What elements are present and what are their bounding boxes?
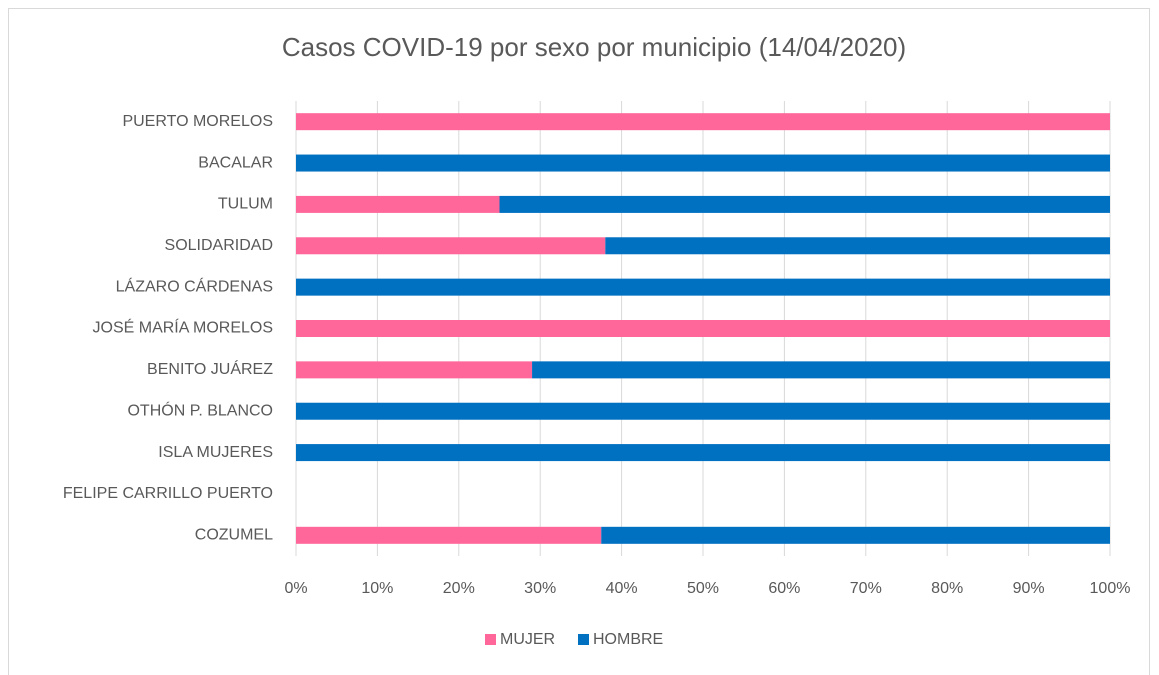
x-tick-label: 100% (1090, 580, 1131, 597)
bar-segment (296, 237, 606, 255)
x-tick-label: 80% (931, 580, 963, 597)
bar-segment (296, 526, 602, 544)
legend-label: HOMBRE (593, 631, 663, 648)
chart-title: Casos COVID-19 por sexo por municipio (1… (282, 32, 906, 62)
y-tick-label: LÁZARO CÁRDENAS (116, 276, 273, 295)
legend-swatch (485, 634, 496, 645)
y-tick-label: BENITO JUÁREZ (147, 359, 273, 378)
y-tick-label: FELIPE CARRILLO PUERTO (63, 485, 273, 502)
y-tick-label: SOLIDARIDAD (165, 237, 273, 254)
bar-segment (296, 195, 500, 213)
x-tick-label: 70% (850, 580, 882, 597)
x-tick-label: 60% (768, 580, 800, 597)
y-tick-label: TULUM (218, 196, 273, 213)
x-tick-label: 10% (361, 580, 393, 597)
chart-frame (8, 8, 1150, 675)
bar-segment (605, 237, 1110, 255)
bar-segment (601, 526, 1110, 544)
legend-label: MUJER (500, 631, 555, 648)
bar-segment (296, 278, 1110, 296)
x-tick-label: 30% (524, 580, 556, 597)
legend-swatch (578, 634, 589, 645)
bar-segment (296, 361, 533, 379)
x-tick-label: 90% (1013, 580, 1045, 597)
x-tick-label: 40% (606, 580, 638, 597)
x-tick-label: 50% (687, 580, 719, 597)
bar-segment (296, 320, 1110, 337)
y-tick-label: OTHÓN P. BLANCO (127, 400, 273, 419)
bar-segment (296, 113, 1110, 131)
bar-segment (532, 361, 1110, 379)
y-tick-label: COZUMEL (195, 527, 273, 544)
y-tick-label: BACALAR (198, 154, 273, 171)
bar-segment (499, 195, 1110, 213)
y-tick-label: ISLA MUJERES (158, 444, 273, 461)
bar-segment (296, 402, 1110, 420)
bar-segment (296, 444, 1110, 462)
bar-segment (296, 154, 1110, 172)
y-tick-label: PUERTO MORELOS (122, 113, 273, 130)
x-tick-label: 0% (284, 580, 307, 597)
x-tick-label: 20% (443, 580, 475, 597)
y-tick-label: JOSÉ MARÍA MORELOS (93, 318, 273, 337)
